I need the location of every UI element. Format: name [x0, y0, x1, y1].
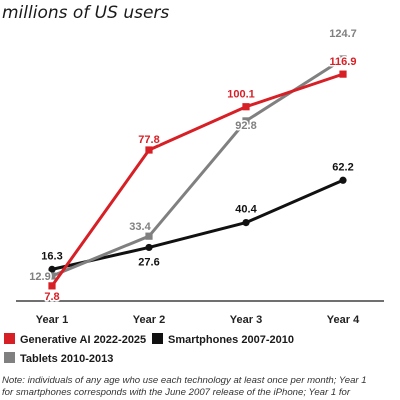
data-label-smartphones: 40.4 — [235, 204, 257, 216]
chart-subtitle: millions of US users — [2, 3, 169, 23]
legend-label-smartphones: Smartphones 2007-2010 — [168, 334, 294, 346]
x-tick-label: Year 3 — [230, 314, 262, 326]
note-line: Note: individuals of any age who use eac… — [2, 375, 367, 386]
series-line-generative-ai — [50, 72, 344, 287]
data-label-smartphones: 27.6 — [138, 256, 159, 268]
data-label-generative-ai: 100.1 — [227, 89, 255, 101]
note-line: for smartphones corresponds with the Jun… — [2, 387, 351, 398]
x-tick-label: Year 1 — [36, 314, 68, 326]
series-line-tablets — [51, 57, 344, 278]
data-point-tablets — [145, 232, 153, 240]
data-label-tablets: 124.7 — [329, 28, 357, 40]
data-label-smartphones: 16.3 — [41, 250, 62, 262]
data-label-tablets: 92.8 — [235, 120, 256, 132]
data-label-smartphones: 62.2 — [332, 161, 353, 173]
data-point-smartphones — [339, 176, 347, 184]
data-label-tablets: 12.9 — [29, 271, 50, 283]
data-point-tablets — [339, 55, 347, 63]
data-point-smartphones — [48, 265, 56, 273]
data-point-smartphones — [242, 218, 250, 227]
data-label-generative-ai: 116.9 — [330, 56, 357, 68]
data-point-generative-ai — [145, 146, 153, 154]
legend-swatch-smartphones — [152, 333, 163, 344]
data-label-tablets: 33.4 — [129, 221, 151, 233]
legend-swatch-generative-ai — [4, 333, 15, 344]
legend-label-generative-ai: Generative AI 2022-2025 — [20, 334, 146, 346]
chart-note: Note: individuals of any age who use eac… — [2, 375, 367, 398]
legend-label-tablets: Tablets 2010-2013 — [20, 353, 113, 365]
data-point-generative-ai — [242, 103, 250, 111]
legend: Generative AI 2022-2025 Smartphones 2007-… — [4, 333, 294, 365]
data-point-tablets — [48, 272, 56, 280]
data-point-smartphones — [145, 243, 153, 252]
data-point-tablets — [242, 117, 250, 125]
data-label-generative-ai: 7.8 — [44, 291, 59, 303]
plot-area: Year 1 Year 2 Year 3 Year 4 16.3 27.6 40.4 62.2… — [16, 26, 384, 326]
x-tick-label: Year 2 — [133, 314, 165, 326]
data-point-generative-ai — [48, 282, 56, 290]
legend-swatch-tablets — [4, 352, 15, 363]
data-point-generative-ai — [339, 70, 347, 78]
series-line-smartphones — [51, 178, 344, 271]
x-tick-label: Year 4 — [327, 314, 360, 326]
data-label-generative-ai: 77.8 — [138, 134, 159, 146]
